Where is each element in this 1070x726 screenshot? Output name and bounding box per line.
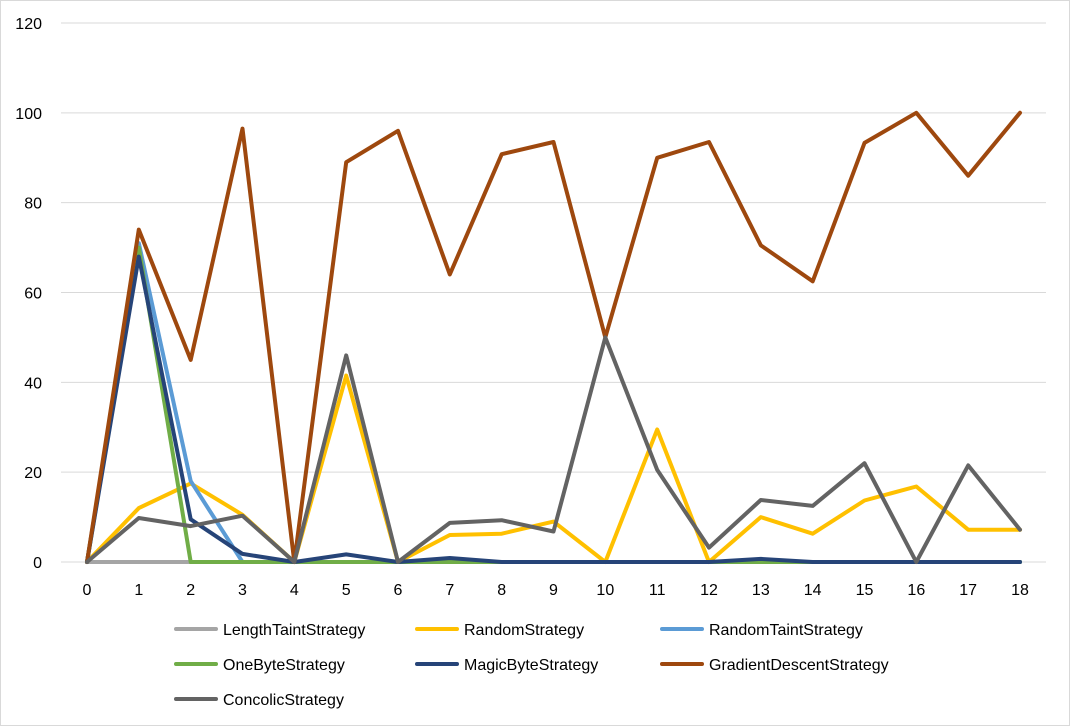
y-tick-label: 120 [15,16,42,33]
x-axis-ticks: 0 1 2 3 4 5 6 7 8 9 10 11 12 13 14 15 16 17 18 [83,582,1029,599]
x-tick-label: 2 [186,582,195,599]
series-line-gradient-descent-strategy [85,110,1022,564]
legend-label: GradientDescentStrategy [709,657,889,674]
series-line-random-taint-strategy [85,241,1022,564]
y-tick-label: 80 [24,196,42,213]
y-tick-label: 40 [24,375,42,392]
x-tick-label: 5 [342,582,351,599]
x-tick-label: 4 [290,582,299,599]
series-lines [85,110,1022,564]
x-tick-label: 15 [856,582,874,599]
series-line-magic-byte-strategy [85,254,1022,564]
legend-item-random-taint-strategy: RandomTaintStrategy [660,622,863,639]
x-tick-label: 13 [752,582,770,599]
x-tick-label: 18 [1011,582,1029,599]
x-tick-label: 17 [959,582,977,599]
x-tick-label: 0 [83,582,92,599]
legend-label: MagicByteStrategy [464,657,598,674]
y-axis-ticks: 0 20 40 60 80 100 120 [15,16,42,572]
y-tick-label: 0 [33,555,42,572]
legend-label: OneByteStrategy [223,657,345,674]
x-tick-label: 7 [445,582,454,599]
y-tick-label: 100 [15,106,42,123]
x-tick-label: 3 [238,582,247,599]
y-tick-label: 20 [24,465,42,482]
x-tick-label: 10 [596,582,614,599]
y-tick-label: 60 [24,286,42,303]
series-line-concolic-strategy [85,335,1022,564]
legend-item-magic-byte-strategy: MagicByteStrategy [415,657,598,674]
x-tick-label: 6 [394,582,403,599]
series-line-one-byte-strategy [85,245,1022,564]
legend-item-gradient-descent-strategy: GradientDescentStrategy [660,657,889,674]
gridlines [61,22,1046,563]
legend-label: RandomStrategy [464,622,584,639]
legend: LengthTaintStrategy RandomStrategy RandomT… [174,622,889,709]
legend-item-length-taint-strategy: LengthTaintStrategy [174,622,365,639]
x-tick-label: 14 [804,582,822,599]
legend-item-random-strategy: RandomStrategy [415,622,584,639]
x-tick-label: 12 [700,582,718,599]
x-tick-label: 11 [649,582,666,599]
x-tick-label: 8 [497,582,506,599]
legend-item-one-byte-strategy: OneByteStrategy [174,657,345,674]
x-tick-label: 9 [549,582,558,599]
legend-label: RandomTaintStrategy [709,622,863,639]
x-tick-label: 16 [907,582,925,599]
legend-item-concolic-strategy: ConcolicStrategy [174,692,344,709]
legend-label: ConcolicStrategy [223,692,344,709]
legend-label: LengthTaintStrategy [223,622,365,639]
x-tick-label: 1 [134,582,143,599]
